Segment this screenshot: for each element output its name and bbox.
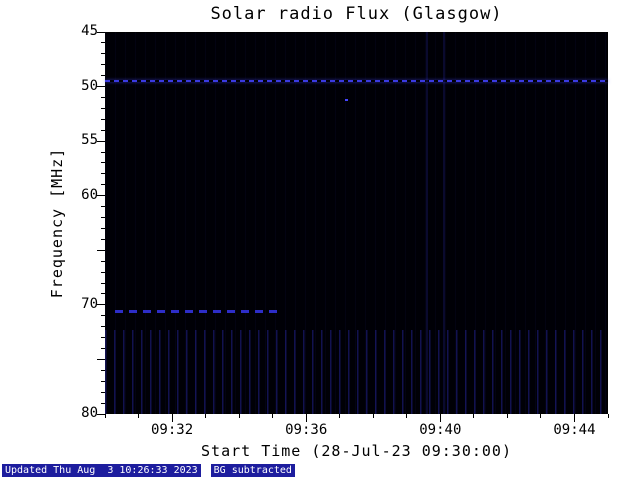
- x-minor-tick: [138, 414, 140, 418]
- y-minor-tick: [101, 206, 105, 208]
- y-tick-label: 60: [81, 186, 98, 203]
- noise-striation-band: [105, 329, 608, 414]
- y-major-tick: [97, 195, 105, 197]
- status-bar: Updated Thu Aug 3 10:26:33 2023 BG subtr…: [2, 464, 295, 477]
- y-major-tick: [97, 413, 105, 415]
- y-major-tick: [97, 140, 105, 142]
- y-minor-tick: [101, 173, 105, 175]
- y-tick-label: 50: [81, 77, 98, 94]
- y-minor-tick: [101, 217, 105, 219]
- x-minor-tick: [372, 414, 374, 418]
- spectrogram-plot-area: [105, 32, 608, 414]
- y-minor-tick: [101, 282, 105, 284]
- x-major-tick: [439, 414, 441, 422]
- y-minor-tick: [101, 96, 105, 98]
- x-major-tick: [573, 414, 575, 422]
- y-major-tick: [97, 304, 105, 306]
- x-minor-tick: [607, 414, 609, 418]
- y-minor-tick: [101, 369, 105, 371]
- vertical-interference-line: [442, 32, 445, 414]
- x-axis-label: Start Time (28-Jul-23 09:30:00): [201, 442, 512, 460]
- y-axis-label: Frequency [MHz]: [48, 147, 66, 299]
- y-minor-tick: [101, 260, 105, 262]
- y-minor-tick: [101, 75, 105, 77]
- x-minor-tick: [272, 414, 274, 418]
- x-minor-tick: [473, 414, 475, 418]
- y-major-tick: [97, 358, 105, 360]
- y-major-tick: [97, 86, 105, 88]
- x-minor-tick: [406, 414, 408, 418]
- x-minor-tick: [104, 414, 106, 418]
- y-minor-tick: [101, 326, 105, 328]
- y-major-tick: [97, 249, 105, 251]
- point-event: [344, 98, 348, 101]
- y-minor-tick: [101, 391, 105, 393]
- y-minor-tick: [101, 271, 105, 273]
- y-minor-tick: [101, 64, 105, 66]
- y-tick-label: 55: [81, 132, 98, 149]
- y-minor-tick: [101, 184, 105, 186]
- vertical-interference-line: [425, 32, 428, 414]
- y-tick-label: 80: [81, 405, 98, 421]
- y-minor-tick: [101, 337, 105, 339]
- y-minor-tick: [101, 348, 105, 349]
- x-tick-label: 09:44: [553, 422, 596, 438]
- y-minor-tick: [101, 227, 105, 229]
- y-minor-tick: [101, 162, 105, 164]
- bg-subtracted-label: BG subtracted: [210, 464, 295, 477]
- y-minor-tick: [101, 151, 105, 153]
- y-minor-tick: [101, 129, 105, 131]
- x-minor-tick: [540, 414, 542, 418]
- x-tick-label: 09:32: [150, 422, 194, 438]
- y-tick-label: 70: [81, 295, 98, 312]
- x-minor-tick: [238, 414, 240, 418]
- y-minor-tick: [101, 315, 105, 317]
- rfi-dashed-line: [115, 309, 280, 313]
- y-minor-tick: [101, 402, 105, 404]
- updated-timestamp: Updated Thu Aug 3 10:26:33 2023: [2, 464, 201, 477]
- y-tick-label: 45: [81, 23, 98, 39]
- x-minor-tick: [205, 414, 207, 418]
- x-tick-label: 09:36: [285, 422, 328, 438]
- y-major-tick: [97, 31, 105, 33]
- x-major-tick: [305, 414, 307, 422]
- y-minor-tick: [101, 118, 105, 120]
- y-minor-tick: [101, 380, 105, 382]
- y-minor-tick: [101, 53, 105, 55]
- chart-title: Solar radio Flux (Glasgow): [210, 4, 503, 24]
- y-minor-tick: [101, 107, 105, 109]
- y-minor-tick: [101, 293, 105, 295]
- rfi-dashed-line: [105, 80, 608, 83]
- x-tick-label: 09:40: [419, 422, 462, 438]
- y-minor-tick: [101, 42, 105, 44]
- y-minor-tick: [101, 238, 105, 240]
- x-major-tick: [171, 414, 173, 422]
- x-minor-tick: [506, 414, 508, 418]
- x-minor-tick: [339, 414, 341, 418]
